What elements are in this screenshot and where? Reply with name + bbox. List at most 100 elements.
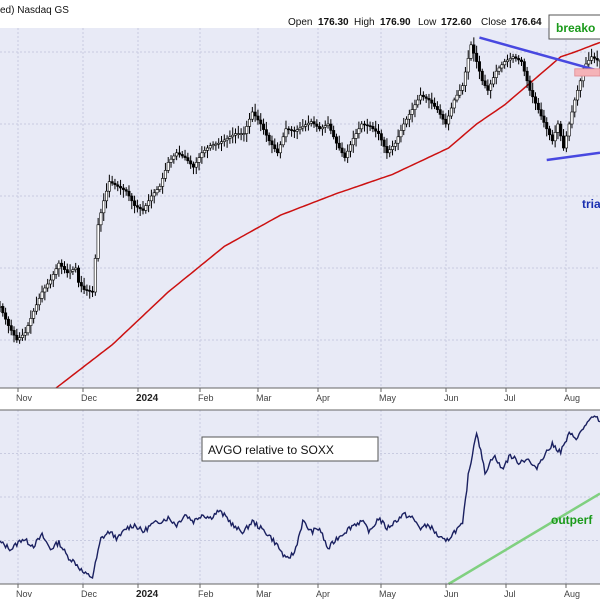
x-tick-label: Jul [504,393,516,403]
price-bar-body [228,136,232,139]
price-bar-body [405,118,409,125]
price-bar-body [368,125,372,127]
price-bar-body [536,102,540,110]
price-bar-body [472,44,476,54]
outperformance-trendline [447,492,600,586]
triangle-lower-trendline [546,151,600,162]
price-bar-body [343,152,347,158]
price-bar-body [6,318,10,326]
price-bar-body [505,59,509,62]
price-bar-body [590,56,594,61]
price-bar-body [385,146,389,154]
price-bar-body [270,140,274,146]
price-bar-body [197,157,201,163]
price-bar-body [121,187,125,190]
price-bar-body [410,109,414,115]
price-bar-body [79,282,83,287]
x-tick-label: Mar [256,393,272,403]
price-bar-body [130,195,134,202]
price-bar-body [217,142,221,145]
price-bar-body [374,128,378,132]
price-bar-body [172,155,176,160]
legend-label: AVGO relative to SOXX [208,443,334,457]
price-bar-body [163,170,167,179]
price-bar-body [377,130,381,134]
price-bar-body [85,289,89,291]
price-bar-body [379,133,383,141]
relative-strength-line [0,415,600,580]
price-bar-body [318,126,322,130]
price-bar-body [253,111,257,117]
price-bar-body [525,70,529,82]
x-tick-label: Feb [198,589,214,599]
price-bar-body [284,128,288,138]
price-bar-body [133,200,137,206]
price-bar-body [354,133,358,139]
price-bar-body [51,274,55,281]
price-bar-body [528,80,532,91]
price-bar-body [334,136,338,144]
price-bar-body [382,139,386,147]
price-bar-body [534,96,538,104]
price-bar-body [570,111,574,125]
price-bar-body [62,266,66,270]
price-bar-body [458,90,462,96]
price-bar-body [517,58,521,61]
price-bar-body [29,318,33,326]
price-bar-body [18,337,22,341]
price-bar-body [357,128,361,134]
price-bar-body [461,85,465,91]
price-panel: breako tria [0,14,600,389]
price-bar-body [556,123,560,133]
price-bar-body [407,114,411,120]
price-bar-body [149,195,153,202]
price-bar-body [413,104,417,110]
x-tick-label: Dec [81,589,98,599]
price-bar-body [463,71,467,86]
price-bar-body [119,186,123,189]
x-tick-label: Nov [16,393,33,403]
relative-strength-panel: AVGO relative to SOXX outperf [0,409,600,586]
price-bar-body [326,123,330,126]
price-bar-body [0,306,2,308]
price-bar-body [545,122,549,130]
price-bar-body [242,133,246,135]
outperform-label: outperf [551,513,593,527]
price-bar-body [32,310,36,319]
price-bar-body [315,123,319,127]
price-bar-body [276,148,280,154]
price-bar-body [281,136,285,146]
price-bar-body [169,158,173,163]
price-bar-body [298,127,302,130]
price-bar-body [309,121,313,124]
price-bar-body [393,142,397,147]
price-bar-body [542,115,546,123]
price-bar-body [248,118,252,127]
price-bar-body [141,208,145,211]
price-bar-body [57,262,61,270]
price-bar-body [587,60,591,65]
x-tick-label: Apr [316,589,330,599]
price-bar-body [60,262,64,267]
price-bar-body [1,306,5,314]
price-bar-body [278,144,282,154]
price-bar-body [225,138,229,141]
price-bar-body [491,77,495,85]
header-bar [0,0,600,28]
price-bar-body [449,107,453,117]
price-bar-body [46,283,50,289]
price-bar-body [452,99,456,109]
price-bar-body [424,96,428,99]
price-bar-body [396,136,400,144]
price-bar-body [469,44,473,59]
x-tick-label: Jun [444,393,459,403]
price-bar-body [166,162,170,171]
low-value: 172.60 [441,17,472,28]
price-bar-body [564,135,568,149]
price-bars [0,37,600,344]
price-bar-body [65,269,69,274]
price-bar-body [77,267,81,283]
price-bar-body [531,90,535,98]
price-bar-body [371,126,375,130]
price-bar-body [287,128,291,131]
